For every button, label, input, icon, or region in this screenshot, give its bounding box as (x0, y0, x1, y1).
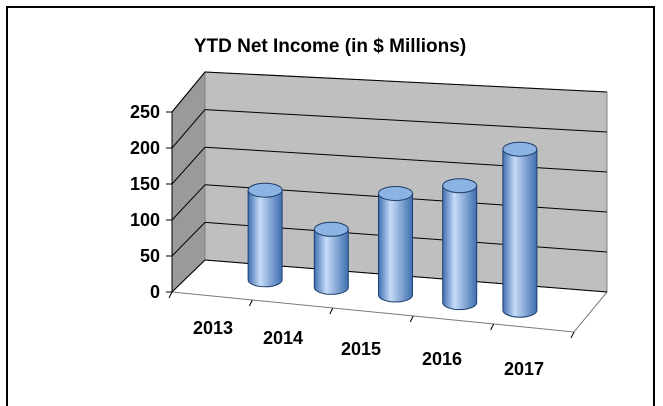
bar (313, 221, 349, 295)
gridline (204, 146, 608, 173)
x-tick-label: 2015 (341, 339, 381, 359)
bar-body (442, 185, 478, 311)
bar-top (442, 178, 478, 194)
chart-frame (6, 6, 655, 406)
y-tick-label: 250 (130, 102, 160, 122)
gridline-side (171, 259, 206, 293)
x-tick-mark (409, 315, 414, 323)
gridline (204, 109, 608, 133)
y-tick-label: 50 (140, 246, 160, 266)
bar (502, 141, 538, 318)
bar-top (313, 221, 349, 237)
x-tick-mark (248, 299, 253, 307)
bar-top (247, 182, 283, 198)
chart-title: YTD Net Income (in $ Millions) (194, 36, 466, 57)
gridline-side (171, 222, 206, 257)
x-tick-label: 2013 (193, 318, 233, 338)
x-tick-label: 2016 (422, 349, 462, 369)
bar-body (247, 189, 283, 288)
y-tick-label: 100 (130, 210, 160, 230)
y-tick-label: 200 (130, 138, 160, 158)
x-tick-mark (168, 291, 173, 299)
bar-body (502, 148, 538, 318)
gridline-side (171, 146, 206, 185)
x-tick-label: 2017 (504, 359, 544, 379)
gridline-side (171, 71, 206, 113)
x-tick-mark (329, 307, 334, 315)
x-tick-mark (570, 331, 575, 339)
bar (247, 182, 283, 288)
bar-top (502, 141, 538, 157)
y-tick-label: 0 (150, 282, 160, 302)
x-tick-label: 2014 (263, 328, 303, 348)
y-tick-label: 150 (130, 174, 160, 194)
bar (378, 186, 413, 303)
gridline (204, 71, 608, 93)
bar (442, 178, 478, 311)
bar-top (378, 186, 413, 201)
side-wall (171, 70, 206, 294)
gridline-side (171, 184, 206, 221)
bar-body (313, 228, 349, 295)
x-tick-mark (490, 323, 495, 331)
gridline-side (171, 109, 206, 149)
bar-body (378, 193, 413, 303)
